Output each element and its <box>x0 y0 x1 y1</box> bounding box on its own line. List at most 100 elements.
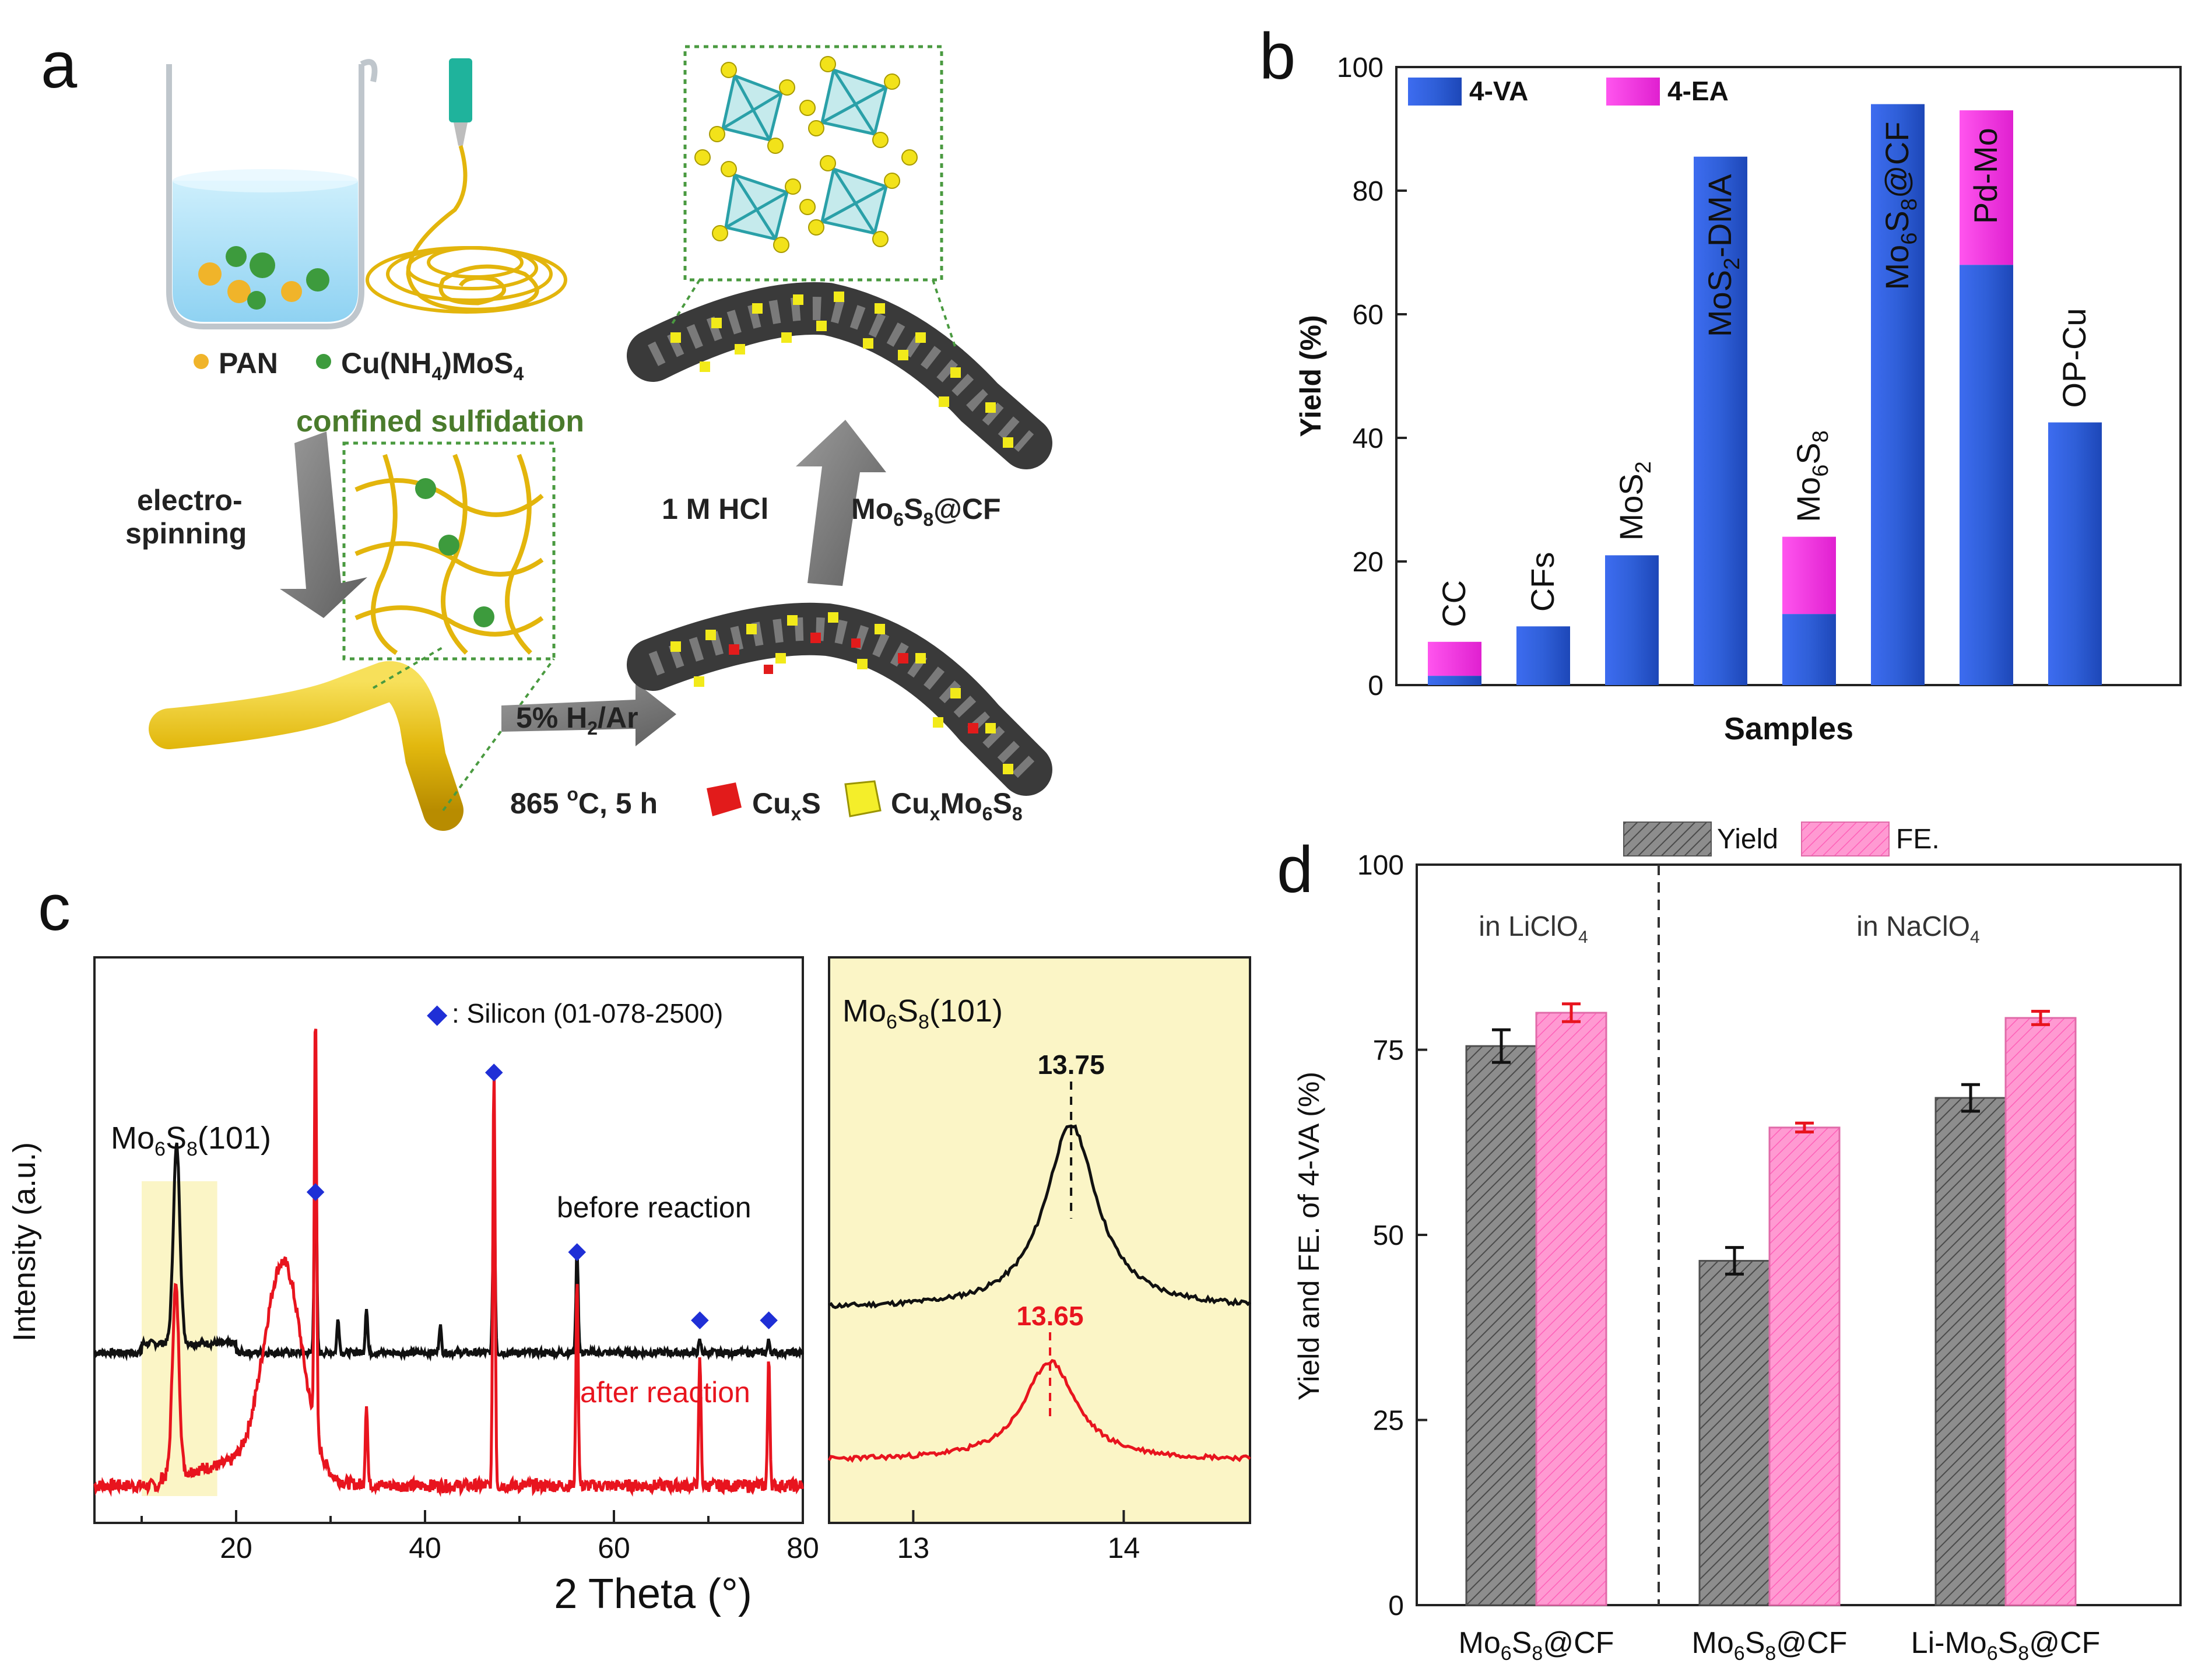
up-arrow-icon <box>796 420 886 586</box>
panel-label-b: b <box>1259 20 1295 93</box>
panel-label-c: c <box>38 871 71 944</box>
y-axis-label-d: Yield and FE. of 4-VA (%) <box>1293 1072 1325 1400</box>
electrospinning-coil <box>366 58 567 314</box>
panel-c: c ◆ ◆ ◆ ◆ ◆ 20 40 60 80 Mo6S8(101) ◆ : Silicon … <box>7 871 1251 1617</box>
hcl-label: 1 M HCl <box>662 493 768 525</box>
category-label-d: Li-Mo6S8@CF <box>1911 1626 2101 1665</box>
x-tick-label-c: 20 <box>220 1532 252 1564</box>
zoom-title: Mo6S8(101) <box>842 994 1003 1033</box>
category-text-b: OP-Cu <box>2056 308 2092 408</box>
y-tick-label-d: 25 <box>1373 1406 1404 1437</box>
category-label-b: OP-Cu <box>2056 308 2092 408</box>
fiber-mesh-inset <box>342 441 556 661</box>
bar-4ea <box>1960 110 2013 265</box>
zoom-line-before <box>828 1124 1251 1310</box>
y-tick-label-d: 0 <box>1388 1591 1404 1621</box>
xrd-line-before <box>93 1129 804 1362</box>
mo6s8-fiber-illustration <box>627 282 1052 469</box>
y-tick-label-b: 20 <box>1353 547 1384 578</box>
x-axis-label-c: 2 Theta (°) <box>554 1571 752 1617</box>
bar-4va <box>1782 614 1836 685</box>
category-label-b: Mo6S8@CF <box>1879 122 1922 290</box>
bar-4va <box>1960 265 2013 685</box>
legend-swatch-fe <box>1801 822 1890 856</box>
product-label: Mo6S8@CF <box>851 493 1001 530</box>
legend-yield: Yield <box>1717 824 1778 855</box>
pan-dot-icon <box>194 354 209 369</box>
y-tick-label-b: 100 <box>1337 52 1384 83</box>
category-label-b: CFs <box>1524 552 1561 612</box>
category-label-d: Mo6S8@CF <box>1692 1626 1848 1665</box>
legend-cu-precursor: Cu(NH4)MoS4 <box>341 347 524 384</box>
x-tick-label-c: 40 <box>409 1532 441 1564</box>
group-label-naclo4: in NaClO4 <box>1856 911 1979 947</box>
y-axis-label-c: Intensity (a.u.) <box>7 1142 42 1342</box>
y-tick-label-b: 0 <box>1368 670 1384 701</box>
bar-yield <box>1934 1097 2007 1606</box>
x-tick-label-c: 60 <box>598 1532 630 1564</box>
category-text-b: Pd-Mo <box>1967 128 2004 224</box>
category-text-b: MoS2-DMA <box>1701 174 1744 337</box>
legend-pan: PAN <box>219 347 278 380</box>
panel-b: b 0 20 40 60 80 100 CC CFs MoS2 MoS2-DMA Mo6S8 Mo6… <box>1259 20 2182 746</box>
panel-label-a: a <box>41 29 78 101</box>
legend-4va: 4-VA <box>1469 76 1528 106</box>
legend-swatch-4va <box>1408 78 1462 106</box>
bar-4va <box>1516 626 1570 685</box>
x-tick-label-c: 80 <box>787 1532 819 1564</box>
y-tick-label-d: 75 <box>1373 1035 1404 1066</box>
bar-4va <box>1871 104 1925 686</box>
panel-d: d 0 25 50 75 100 Mo6S8@CF Mo6S8@CF Li-Mo6S8@CF… <box>1277 822 2182 1665</box>
category-label-b: MoS2-DMA <box>1701 174 1744 337</box>
y-tick-label-b: 80 <box>1353 176 1384 207</box>
x-tick-label-zoom: 13 <box>897 1532 930 1564</box>
cuxs-cube-icon <box>707 782 742 816</box>
legend-swatch-4ea <box>1606 78 1660 106</box>
pan-fiber-illustration <box>149 646 555 831</box>
bar-fe <box>2004 1017 2077 1606</box>
x-tick-label-zoom: 14 <box>1108 1532 1140 1564</box>
peak-label-before: 13.75 <box>1038 1049 1105 1080</box>
category-label-b: MoS2 <box>1613 461 1656 540</box>
category-text-b: CC <box>1435 580 1472 627</box>
cu-precursor-dot-icon <box>316 354 331 369</box>
silicon-peak-marker: ◆ <box>691 1306 709 1332</box>
highlight-label-mo6s8-101: Mo6S8(101) <box>111 1121 271 1160</box>
bar-4va <box>2048 422 2102 685</box>
legend-swatch-yield <box>1623 822 1712 856</box>
electro-label-1: electro- <box>137 484 243 517</box>
y-tick-label-b: 40 <box>1353 423 1384 454</box>
category-text-b: Mo6S8@CF <box>1879 122 1922 290</box>
panel-a: a PAN Cu(NH4)MoS4 <box>41 29 1052 831</box>
silicon-diamond-icon: ◆ <box>427 998 448 1028</box>
electro-label-2: spinning <box>125 517 247 550</box>
plot-frame-c <box>93 956 804 1524</box>
panel-label-d: d <box>1277 833 1313 906</box>
category-label-b: CC <box>1435 580 1472 627</box>
label-before-reaction: before reaction <box>557 1191 752 1224</box>
y-tick-label-b: 60 <box>1353 300 1384 331</box>
silicon-peak-marker: ◆ <box>485 1058 503 1084</box>
silicon-peak-marker: ◆ <box>760 1306 778 1332</box>
bar-4ea <box>1428 641 1481 676</box>
temperature-label: 865 oC, 5 h <box>510 784 658 820</box>
category-label-b: Mo6S8 <box>1790 430 1833 522</box>
bar-fe <box>1535 1012 1607 1606</box>
crystal-structure-inset <box>669 45 957 350</box>
bar-4va <box>1694 156 1747 685</box>
category-text-b: Mo6S8 <box>1790 430 1833 522</box>
right-arrow-icon <box>501 682 676 746</box>
category-label-d: Mo6S8@CF <box>1459 1626 1614 1665</box>
y-tick-label-d: 100 <box>1357 850 1404 881</box>
h2-ar-label: 5% H2/Ar <box>516 701 638 739</box>
bar-4va <box>1605 555 1659 685</box>
bar-4va <box>1428 676 1481 685</box>
zoom-frame <box>828 956 1251 1524</box>
silicon-legend: : Silicon (01-078-2500) <box>452 998 723 1028</box>
label-after-reaction: after reaction <box>580 1376 750 1409</box>
silicon-peak-marker: ◆ <box>307 1178 325 1203</box>
peak-label-after: 13.65 <box>1016 1301 1083 1331</box>
y-tick-label-d: 50 <box>1373 1220 1404 1251</box>
sulfidized-fiber-illustration <box>627 602 1052 796</box>
